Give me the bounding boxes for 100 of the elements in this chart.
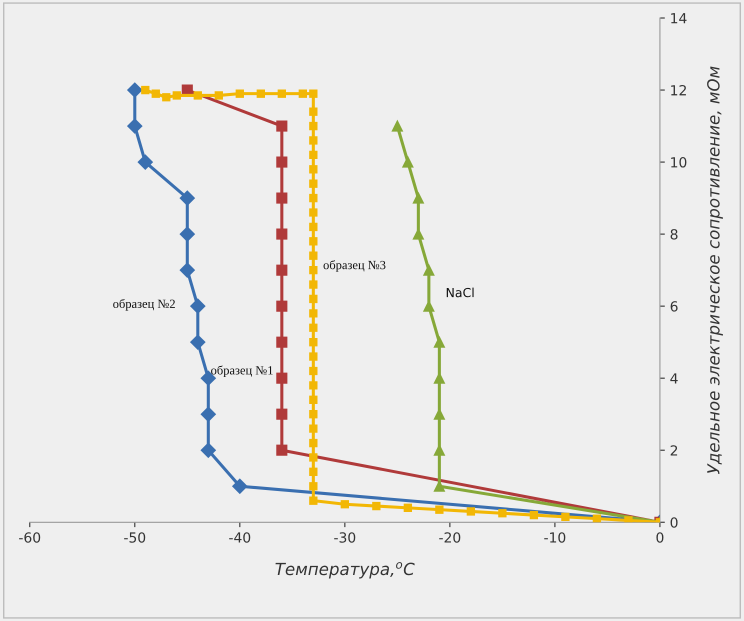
point: [232, 478, 248, 494]
point: [434, 444, 445, 456]
point: [434, 336, 445, 348]
point: [309, 194, 318, 202]
point: [404, 504, 412, 512]
y-tick-label: 2: [670, 445, 678, 456]
point: [309, 180, 318, 188]
point: [180, 226, 195, 242]
point: [434, 408, 445, 420]
point: [309, 294, 318, 304]
point: [309, 366, 318, 376]
point: [309, 438, 318, 448]
y-tick-label: 8: [670, 229, 678, 240]
point: [309, 266, 318, 274]
series-label: образец №3: [324, 260, 386, 272]
point: [276, 228, 288, 240]
point: [276, 408, 288, 420]
point: [152, 89, 160, 98]
point: [276, 156, 288, 168]
point: [309, 222, 318, 232]
y-axis-title: Удельное электрическое сопротивление, мОм: [707, 66, 723, 474]
x-tick-label: -30: [334, 532, 356, 543]
point: [309, 208, 318, 217]
x-tick-label: -10: [544, 532, 566, 543]
point: [309, 468, 318, 476]
x-tick-label: -40: [229, 532, 250, 543]
point: [309, 280, 318, 289]
point: [372, 502, 381, 510]
point: [200, 442, 216, 458]
point: [298, 89, 307, 98]
point: [340, 500, 350, 508]
point: [194, 91, 202, 100]
y-tick-label: 14: [671, 13, 687, 24]
point: [309, 453, 318, 462]
point: [309, 338, 318, 346]
y-tick-label: 10: [671, 157, 686, 168]
point: [190, 334, 206, 350]
series-label: образец №1: [211, 365, 273, 378]
point: [278, 89, 286, 98]
series-label: образец №2: [113, 298, 175, 311]
point: [200, 406, 216, 422]
point: [423, 300, 434, 312]
point: [309, 122, 318, 130]
point: [309, 410, 318, 418]
point: [530, 510, 538, 520]
point: [392, 120, 403, 132]
point: [434, 372, 445, 384]
y-tick-label: 4: [670, 373, 678, 384]
point: [127, 118, 142, 134]
point: [435, 505, 444, 514]
point: [309, 89, 318, 98]
point: [466, 507, 476, 516]
point: [309, 252, 318, 260]
point: [276, 120, 288, 132]
point: [309, 107, 318, 116]
point: [412, 228, 424, 240]
point: [434, 480, 445, 492]
point: [309, 237, 318, 246]
point: [561, 512, 570, 522]
point: [256, 89, 265, 98]
point: [309, 150, 318, 160]
point: [402, 156, 414, 168]
point: [309, 309, 318, 318]
y-tick-label: 6: [670, 301, 678, 312]
point: [180, 262, 195, 278]
x-tick-label: -60: [19, 532, 40, 543]
point: [172, 91, 181, 100]
point: [498, 509, 507, 518]
point: [276, 192, 288, 204]
point: [141, 86, 150, 94]
point: [309, 381, 318, 390]
point: [162, 93, 170, 102]
point: [309, 324, 318, 332]
series-label: NaCl: [446, 288, 474, 298]
point: [624, 516, 633, 522]
point: [276, 444, 288, 456]
point: [276, 372, 288, 384]
point: [190, 298, 206, 314]
x-tick-label: -50: [124, 532, 146, 543]
point: [236, 89, 244, 98]
y-tick-label: 0: [670, 517, 678, 528]
point: [309, 396, 318, 404]
point: [309, 496, 318, 505]
x-tick-label: 0: [656, 532, 664, 543]
point: [214, 91, 223, 100]
point: [276, 336, 288, 348]
point: [309, 482, 318, 490]
point: [412, 192, 424, 204]
point: [309, 136, 318, 145]
point: [309, 424, 318, 433]
point: [309, 165, 318, 174]
point: [309, 352, 318, 361]
point: [423, 264, 434, 276]
y-tick-label: 12: [671, 85, 686, 96]
point: [276, 264, 288, 276]
point: [276, 300, 288, 312]
point: [592, 514, 602, 522]
x-tick-label: -20: [439, 532, 460, 543]
point: [138, 154, 153, 170]
x-axis-title: Температура,$^{o}$С: [275, 562, 415, 578]
